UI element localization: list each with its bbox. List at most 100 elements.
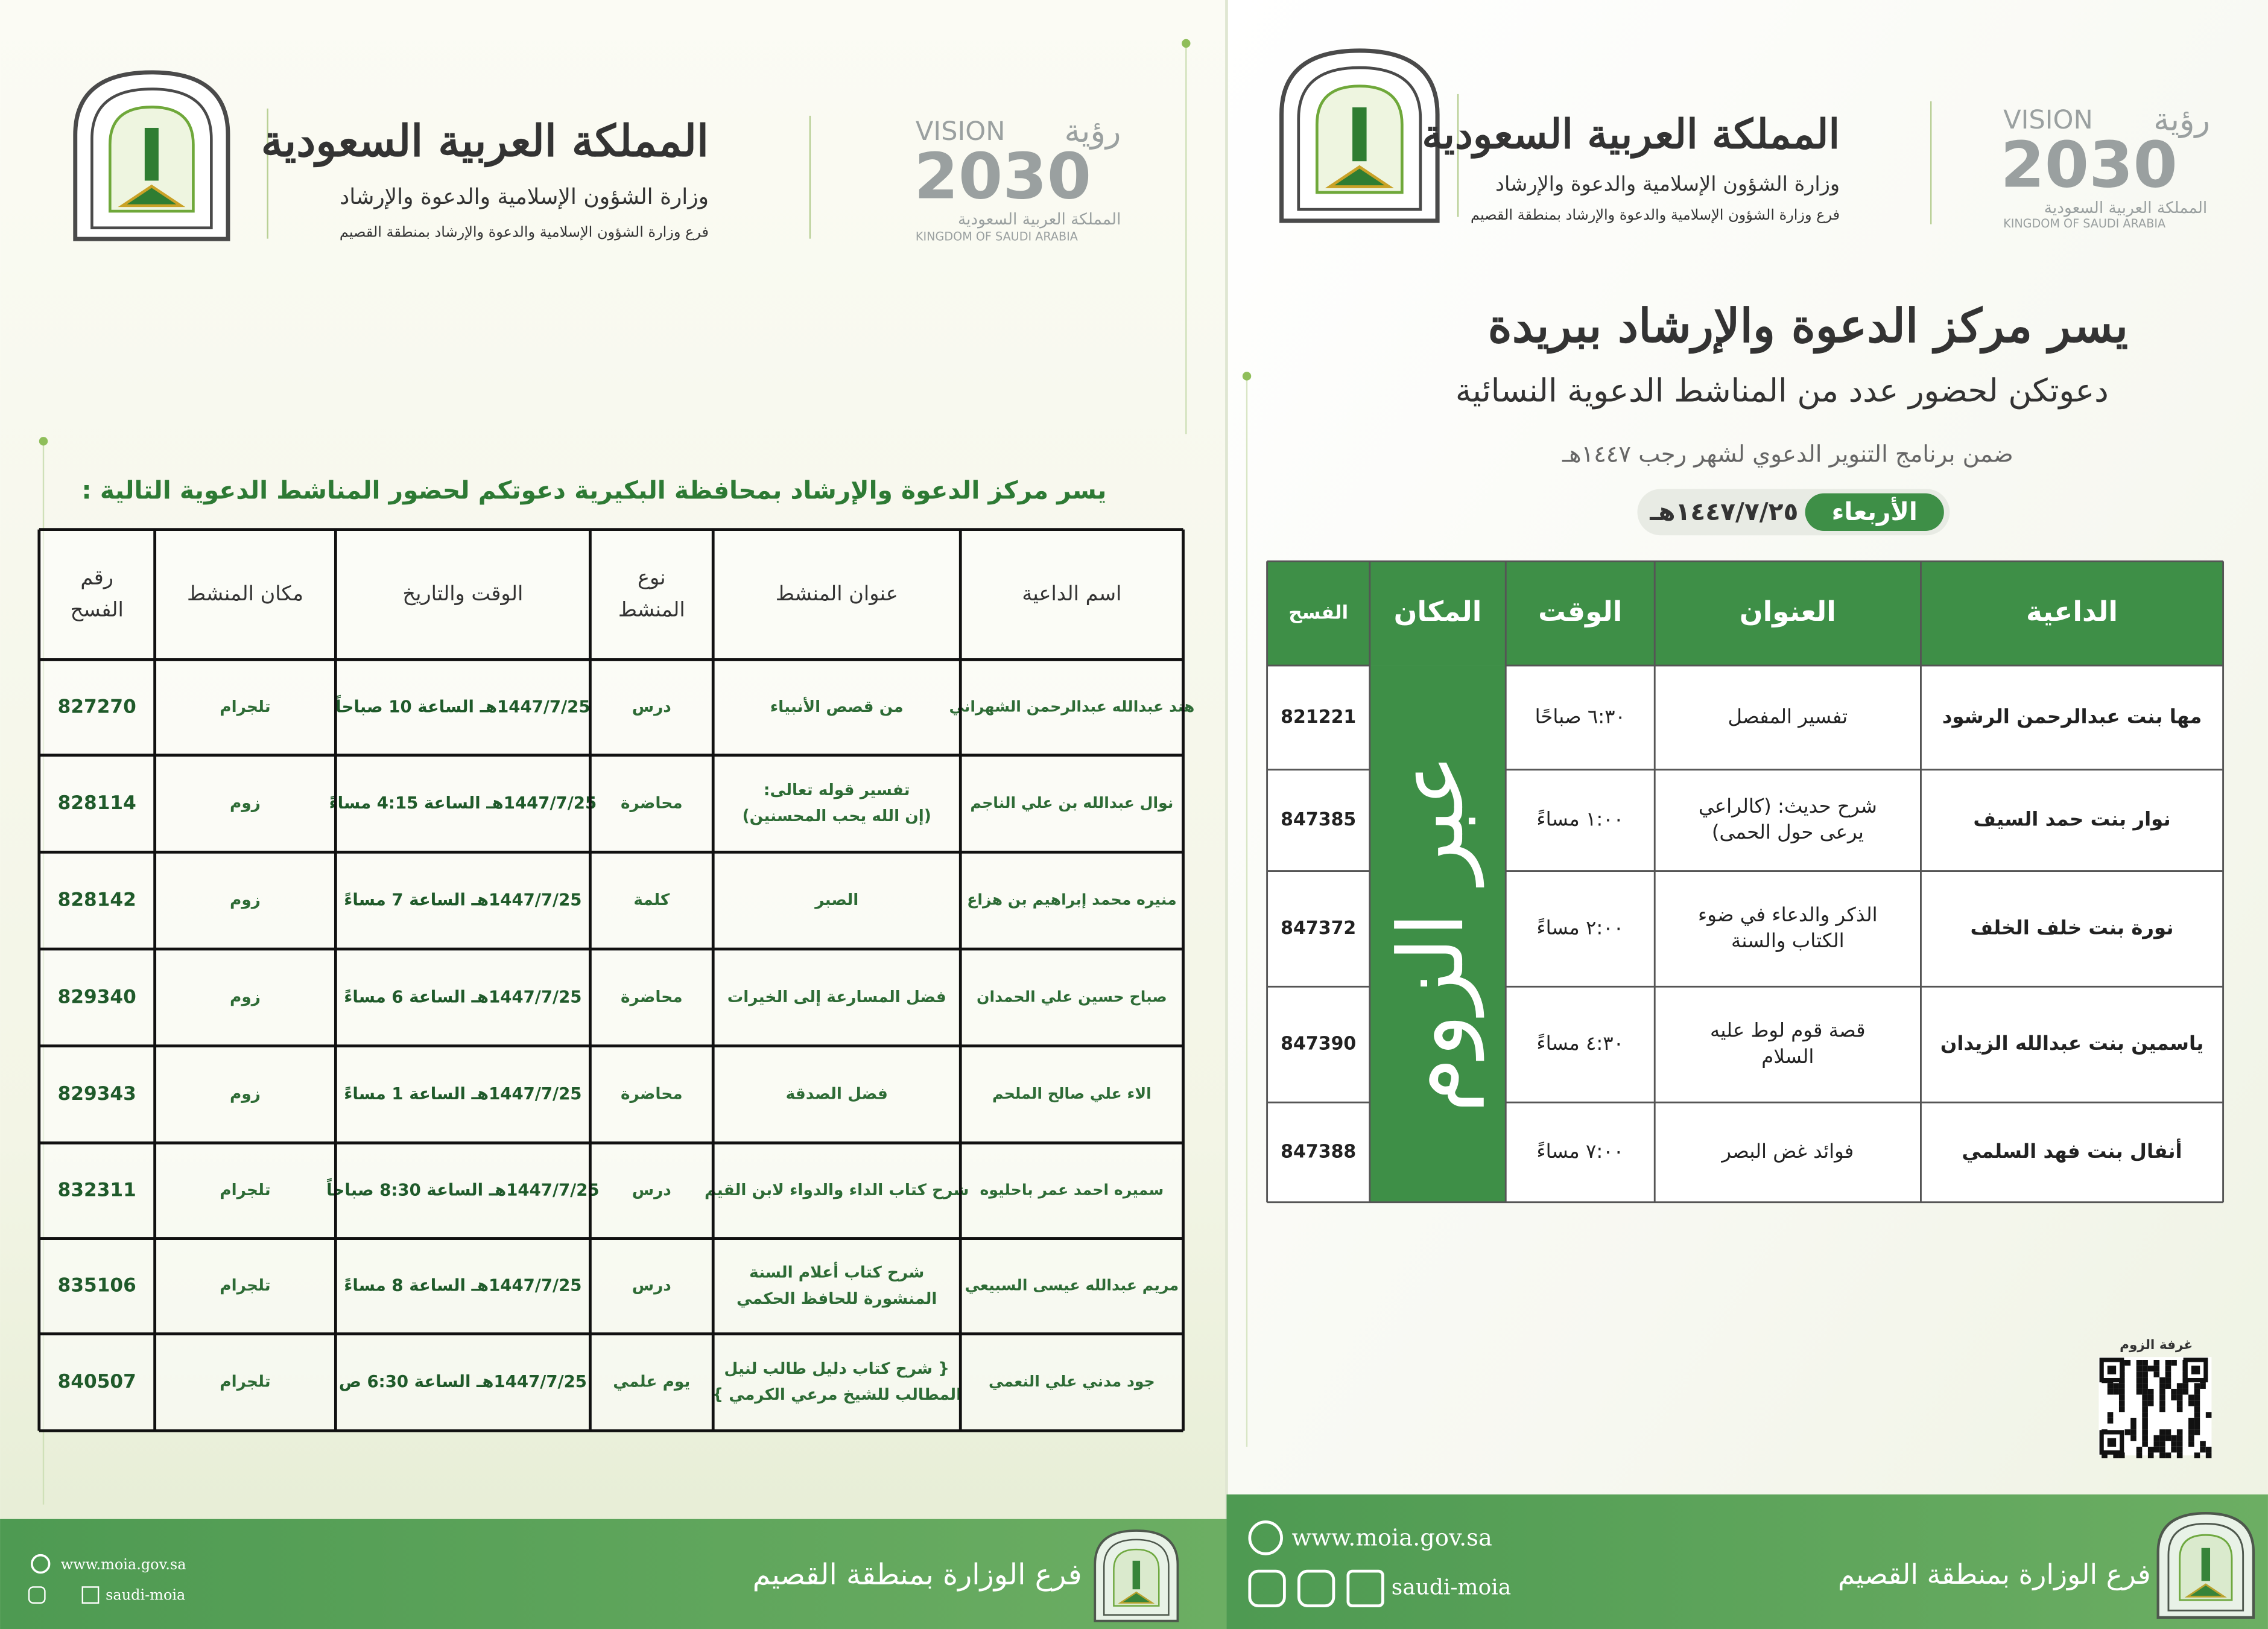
cell-text: الذكر والدعاء في ضوء	[1698, 903, 1878, 926]
cell-text: 1447/7/25هـ الساعة 7 مساءً	[344, 890, 581, 910]
cell-text: تلجرام	[220, 1373, 270, 1391]
cell-text: 1447/7/25هـ الساعة 4:15 مساءً	[329, 793, 597, 813]
branch-name: فرع وزارة الشؤون الإسلامية والدعوة والإر…	[340, 224, 709, 241]
qr-module	[2153, 1365, 2160, 1372]
qr-module	[2142, 1365, 2148, 1372]
qr-module	[2159, 1429, 2165, 1435]
qr-module	[2113, 1383, 2119, 1389]
vision-country-en: KINGDOM OF SAUDI ARABIA	[916, 230, 1078, 244]
qr-module	[2136, 1365, 2143, 1372]
qr-module	[2118, 1394, 2125, 1401]
qr-module	[2136, 1452, 2143, 1459]
qr-finder-core	[2107, 1365, 2117, 1374]
cell-text: 847372	[1281, 918, 1356, 939]
qr-module	[2130, 1429, 2137, 1435]
x-icon	[1346, 1569, 1384, 1608]
qr-module	[2171, 1359, 2177, 1366]
qr-module	[2118, 1452, 2125, 1459]
qr-module	[2159, 1394, 2165, 1401]
cell-text: { شرح كتاب دليل طالب لنيل	[724, 1360, 949, 1378]
cell-text: محاضرة	[621, 988, 683, 1006]
qr-module	[2142, 1441, 2148, 1447]
qr-module	[2102, 1452, 2108, 1459]
vision-label: VISION	[2003, 105, 2093, 135]
qr-module	[2165, 1365, 2171, 1372]
cell-text: العنوان	[1740, 595, 1836, 627]
footer-branch: فرع الوزارة بمنطقة القصيم	[1838, 1558, 2151, 1591]
cell-text: 1447/7/25هـ الساعة 10 صباحاً	[335, 694, 590, 716]
qr-module	[2147, 1394, 2154, 1401]
qr-module	[2142, 1429, 2148, 1435]
qr-module	[2147, 1400, 2154, 1406]
qr-module	[2194, 1400, 2200, 1406]
footer-branch: فرع الوزارة بمنطقة القصيم	[753, 1558, 1082, 1592]
footer-bar	[1226, 1494, 2268, 1629]
activities-table: الداعية العنوان الوقت المكان الفسح عبر الزوم م…	[1266, 560, 2225, 1204]
cell-text: صباح حسين علي الحمدان	[977, 988, 1167, 1006]
cell-text: نوع	[638, 566, 666, 590]
qr-module	[2142, 1383, 2148, 1389]
qr-module	[2136, 1446, 2143, 1453]
branch-name: فرع وزارة الشؤون الإسلامية والدعوة والإر…	[1471, 206, 1840, 223]
qr-module	[2159, 1383, 2165, 1389]
cell-text: 829340	[58, 986, 136, 1008]
qr-module	[2176, 1383, 2183, 1389]
cell-text: الفسح	[1288, 602, 1348, 624]
qr-module	[2188, 1423, 2194, 1430]
vision-country-en: KINGDOM OF SAUDI ARABIA	[2003, 217, 2165, 230]
qr-module	[2142, 1377, 2148, 1383]
qr-module	[2188, 1400, 2194, 1406]
qr-module	[2171, 1446, 2177, 1453]
cell-text: منيره محمد إبراهيم بن هزاع	[967, 891, 1177, 909]
qr-module	[2153, 1371, 2160, 1377]
cell-text: 847388	[1281, 1141, 1356, 1162]
qr-module	[2176, 1406, 2183, 1412]
instagram-icon	[28, 1586, 46, 1604]
qr-module	[2142, 1412, 2148, 1418]
day: الأربعاء	[1832, 497, 1918, 526]
cell-text: شرح كتاب الداء والدواء لابن القيم	[705, 1181, 969, 1199]
vision-year: 2030	[914, 139, 1092, 214]
qr-module	[2159, 1452, 2165, 1459]
qr-finder-core	[2191, 1365, 2200, 1374]
qr-module	[2118, 1388, 2125, 1395]
decor-dot	[1182, 39, 1191, 48]
qr-module	[2194, 1388, 2200, 1395]
cell-text: 1447/7/25هـ الساعة 6:30 ص	[339, 1371, 587, 1391]
snapchat-icon	[1297, 1569, 1335, 1608]
qr-module	[2147, 1388, 2154, 1395]
vision-country-ar: المملكة العربية السعودية	[958, 211, 1121, 229]
qr-module	[2159, 1400, 2165, 1406]
qr-module	[2194, 1423, 2200, 1430]
cell-text: كلمة	[633, 891, 670, 909]
qr-code	[2099, 1357, 2212, 1459]
cell-text: المنشط	[618, 597, 685, 621]
qr-module	[2205, 1452, 2212, 1459]
qr-module	[2153, 1359, 2160, 1366]
cell-text: الداعية	[2026, 595, 2118, 627]
cell-text: هند عبدالله عبدالرحمن الشهراني	[949, 698, 1194, 716]
cell-text: رقم	[80, 566, 113, 589]
cell-text: ٦:٣٠ صباحًا	[1535, 705, 1626, 728]
qr-module	[2124, 1429, 2131, 1435]
qr-module	[2165, 1435, 2171, 1441]
cell-text: الاء علي صالح الملحم	[992, 1085, 1151, 1103]
cell-text: محاضرة	[621, 795, 683, 813]
cell-text: نورة بنت خلف الخلف	[1971, 916, 2174, 939]
qr-module	[2194, 1429, 2200, 1435]
qr-module	[2194, 1452, 2200, 1459]
qr-module	[2147, 1452, 2154, 1459]
qr-module	[2159, 1388, 2165, 1395]
cell-text: 835106	[58, 1275, 136, 1297]
qr-module	[2165, 1452, 2171, 1459]
qr-module	[2159, 1435, 2165, 1441]
program: ضمن برنامج التنوير الدعوي لشهر رجب ١٤٤٧ه…	[1562, 440, 2013, 468]
vision-year: 2030	[2000, 127, 2178, 202]
subtitle: دعوتكن لحضور عدد من المناشط الدعوية النس…	[1456, 373, 2109, 410]
cell-text: 1447/7/25هـ الساعة 6 مساءً	[344, 986, 581, 1006]
qr-module	[2165, 1377, 2171, 1383]
qr-module	[2136, 1388, 2143, 1395]
table-bg	[39, 529, 1183, 1431]
qr-module	[2118, 1406, 2125, 1412]
cell-text: 847385	[1281, 809, 1356, 830]
